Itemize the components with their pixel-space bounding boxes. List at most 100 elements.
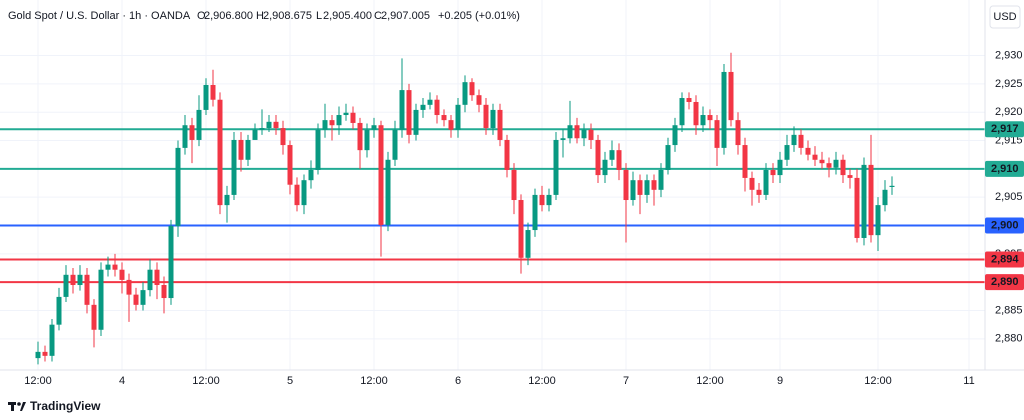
- candle-body: [805, 147, 811, 155]
- level-label-box: [985, 274, 1024, 291]
- logo-part: [17, 402, 21, 406]
- candle-body: [329, 120, 335, 126]
- level-label-box: [985, 160, 1024, 177]
- candle-body: [154, 269, 160, 286]
- currency-button[interactable]: [989, 5, 1021, 29]
- ohlc-key: O: [197, 10, 206, 22]
- candle-body: [616, 150, 622, 170]
- candle-body: [756, 189, 762, 195]
- candle-body: [553, 139, 559, 195]
- candle-body: [259, 128, 265, 130]
- candle-body: [112, 264, 118, 270]
- candle-body: [455, 104, 461, 130]
- plot-area: [0, 0, 985, 370]
- candle-body: [147, 269, 153, 291]
- logo-part: [20, 402, 26, 411]
- candle-body: [686, 98, 692, 102]
- candle-body: [126, 279, 132, 295]
- candle-body: [791, 134, 797, 146]
- level-label-box: [985, 121, 1024, 138]
- candle-body: [238, 139, 244, 160]
- candle-body: [280, 128, 286, 146]
- candle-body: [721, 71, 727, 148]
- candle-body: [826, 163, 832, 168]
- candle-body: [168, 226, 174, 299]
- candle-body: [252, 129, 258, 140]
- x-tick-label: 4: [119, 375, 125, 387]
- candle-body: [609, 150, 615, 160]
- candle-body: [567, 125, 573, 139]
- candle-body: [665, 145, 671, 170]
- candle-body: [378, 125, 384, 225]
- currency[interactable]: USD: [993, 11, 1016, 23]
- candle-body: [749, 177, 755, 190]
- candle-body: [133, 294, 139, 305]
- candle-body: [511, 169, 517, 201]
- candle-body: [273, 121, 279, 129]
- y-tick-label: 2,930: [995, 49, 1023, 61]
- x-tick-label: 7: [623, 375, 629, 387]
- candle-body: [434, 99, 440, 116]
- candle-body: [350, 112, 356, 123]
- x-tick-label: 9: [777, 375, 783, 387]
- candle-body: [308, 169, 314, 181]
- candle-body: [518, 200, 524, 258]
- candle-body: [539, 194, 545, 206]
- candle-body: [315, 129, 321, 170]
- candle-body: [833, 159, 839, 168]
- candle-body: [406, 90, 412, 135]
- candle-body: [119, 269, 125, 280]
- candle-body: [714, 120, 720, 148]
- candle-body: [98, 269, 104, 330]
- candle-body: [861, 164, 867, 238]
- level-label: 2,890: [991, 276, 1019, 288]
- candle-body: [357, 122, 363, 151]
- symbol-title: Gold Spot / U.S. Dollar · 1h · OANDA: [8, 10, 191, 22]
- candle-body: [399, 90, 405, 130]
- candle-body: [343, 112, 349, 116]
- candle-body: [224, 194, 230, 206]
- candle-body: [798, 134, 804, 148]
- candle-body: [490, 109, 496, 129]
- x-tick-label: 11: [963, 375, 974, 387]
- candle-body: [91, 304, 97, 330]
- candle-body: [49, 324, 55, 356]
- candle-body: [364, 129, 370, 151]
- candle-body: [840, 159, 846, 176]
- y-tick-label: 2,915: [995, 134, 1023, 146]
- candle-body: [735, 120, 741, 146]
- candle-body: [217, 99, 223, 206]
- candle-body: [420, 104, 426, 110]
- candle-body: [679, 98, 685, 126]
- candle-body: [63, 274, 69, 297]
- candle-body: [189, 125, 195, 140]
- candle-body: [203, 84, 209, 110]
- ohlc-value: 2,905.400: [323, 10, 372, 22]
- ohlc-key: H: [256, 10, 264, 22]
- candle-body: [42, 351, 48, 356]
- candle-body: [287, 145, 293, 185]
- candle-body: [651, 180, 657, 190]
- candle-body: [469, 82, 475, 96]
- y-tick-label: 2,905: [995, 191, 1023, 203]
- candle-body: [175, 147, 181, 227]
- candle-body: [504, 139, 510, 170]
- ohlc-value: 2,906.800: [204, 10, 253, 22]
- legend-header: Gold Spot / U.S. Dollar · 1h · OANDA O2,…: [8, 10, 520, 22]
- candle-body: [448, 120, 454, 130]
- candle-body: [105, 264, 111, 270]
- candle-body: [581, 129, 587, 139]
- candle-body: [476, 95, 482, 105]
- brand-logo: [8, 402, 26, 411]
- candle-body: [84, 274, 90, 305]
- candle-body: [637, 180, 643, 195]
- candle-body: [595, 139, 601, 176]
- candle-body: [462, 82, 468, 105]
- candle-body: [700, 115, 706, 126]
- level-label: 2,910: [991, 163, 1019, 175]
- candle-body: [140, 290, 146, 305]
- candle-body: [777, 159, 783, 176]
- brand: TradingView: [30, 399, 101, 413]
- candle-body: [630, 180, 636, 201]
